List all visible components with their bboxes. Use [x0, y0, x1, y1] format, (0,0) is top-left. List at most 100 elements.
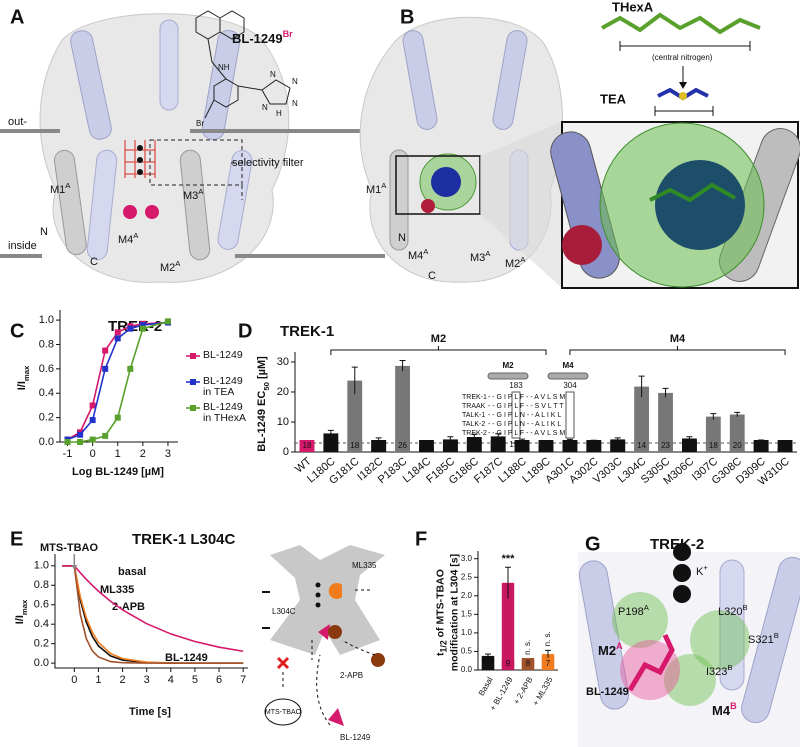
x-tick-label: 0	[90, 448, 96, 460]
n-label: 8	[526, 659, 531, 668]
legend-marker	[190, 379, 196, 385]
label: C	[428, 270, 436, 282]
n-label-bg	[753, 440, 769, 452]
label: P198A	[618, 603, 650, 618]
n-label-bg	[541, 658, 555, 670]
structure-a-shape	[123, 205, 137, 219]
seq: - - G I P L F - - A V L S M	[488, 394, 565, 401]
seq-name: TRAAK	[462, 403, 486, 410]
structure-a-shape	[137, 145, 143, 151]
data-point	[139, 321, 146, 328]
structure-b-shape	[480, 122, 562, 288]
y-tick-label: 0.8	[39, 338, 54, 350]
panel-label: A	[10, 6, 24, 28]
group-label: M2	[431, 333, 446, 345]
scheme-e	[262, 545, 385, 726]
n-label: 14	[637, 441, 646, 450]
label-part: A	[485, 249, 491, 258]
panel-label: D	[238, 320, 252, 342]
label: L304C	[272, 607, 296, 616]
label-part: M2	[505, 258, 520, 270]
label: L320B	[718, 603, 748, 618]
structure-g-shape	[673, 543, 691, 561]
n-label: 18	[302, 441, 311, 450]
label: inside	[8, 240, 37, 252]
scheme-e-shape	[328, 625, 342, 639]
y-axis-label: I/Imax	[16, 365, 31, 390]
x-tick-label: + ML335	[531, 675, 555, 707]
seq: - - G I P L F - - S V L T T	[488, 403, 564, 410]
label-part: 1/2	[438, 640, 449, 653]
y-tick-label: 0.0	[461, 665, 473, 674]
structure-g-shape	[612, 592, 668, 648]
structure-b-shape	[402, 30, 438, 130]
structure-a-shape	[261, 79, 291, 105]
label-part: [µM]	[256, 356, 268, 382]
label-part: L320	[718, 606, 742, 618]
label: M2A	[160, 259, 181, 274]
label-part: I/I	[14, 615, 26, 624]
label: N	[292, 77, 298, 86]
n-label: 23	[661, 441, 670, 450]
n-label-bg	[347, 440, 363, 452]
n-label: 10	[422, 441, 431, 450]
y-tick-label: 0.6	[39, 363, 54, 375]
label: TEA	[600, 91, 627, 106]
n-label: 7	[546, 659, 551, 668]
n-label: 18	[350, 441, 359, 450]
structure-b-shape	[492, 30, 528, 130]
label-part: A	[65, 181, 71, 190]
scheme-e-shape	[264, 698, 302, 726]
n-label-bg	[395, 440, 410, 452]
structure-a-shape	[86, 149, 118, 261]
data-point	[89, 402, 96, 409]
seq: - - G I P L N - - A L I K L	[488, 412, 561, 419]
series-line	[62, 564, 244, 664]
n-label-bg	[562, 440, 578, 452]
n-label: 16	[494, 441, 503, 450]
structure-a-shape	[228, 162, 243, 200]
bar	[347, 380, 363, 452]
y-tick-label: 3.0	[461, 554, 473, 563]
n-label: 15	[326, 441, 335, 450]
x-tick-label: 1	[115, 448, 121, 460]
label-part: B	[774, 631, 779, 640]
structure-b-shape	[655, 160, 745, 250]
label-part: 50	[262, 382, 271, 391]
error-bar	[327, 429, 334, 437]
label-part: M4	[712, 703, 731, 718]
label-part: I323	[706, 666, 727, 678]
inset-label: M4	[562, 361, 574, 370]
structure-b-shape	[619, 41, 751, 51]
scheme-e-shape	[315, 582, 321, 588]
structure-a-shape	[70, 30, 112, 140]
data-point	[164, 318, 171, 325]
label-part: M4	[118, 234, 133, 246]
label: N	[398, 232, 406, 244]
n-label: 8	[568, 441, 573, 450]
seq-name: TREK-2	[462, 430, 487, 437]
error-bar	[545, 649, 551, 658]
label-part: P198	[618, 606, 644, 618]
n-label-bg	[514, 440, 530, 452]
data-point	[114, 414, 121, 421]
series-label: basal	[118, 566, 146, 578]
error-bar	[710, 413, 717, 420]
y-tick-label: 2.0	[461, 591, 473, 600]
structure-g-shape	[673, 564, 691, 582]
n-label: 6	[687, 441, 692, 450]
label: H	[276, 109, 282, 118]
label-part: A	[423, 247, 429, 256]
highlight	[511, 391, 521, 439]
x-tick-label: 0	[71, 674, 77, 686]
panel-label: G	[585, 533, 601, 555]
label-part: K	[696, 566, 704, 578]
x-axis-label: Time [s]	[129, 706, 171, 718]
label: Br	[196, 119, 204, 128]
panel-label: B	[400, 6, 414, 28]
group-label: M4	[670, 333, 686, 345]
structure-a-shape	[137, 169, 143, 175]
n-label-bg	[538, 440, 554, 452]
n-label-bg	[610, 440, 626, 452]
